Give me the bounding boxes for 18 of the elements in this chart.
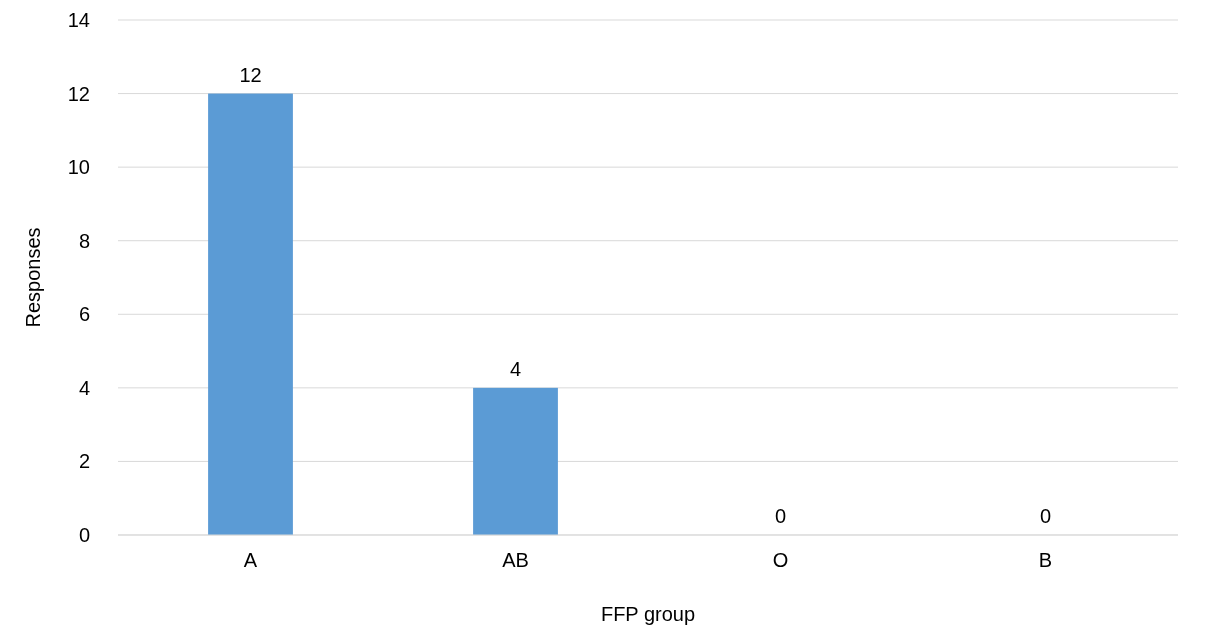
data-label: 12 [239, 63, 262, 86]
x-tick-label: A [243, 549, 258, 571]
x-tick-label: O [772, 549, 789, 571]
data-label: 0 [1039, 505, 1052, 527]
y-tick-label: 12 [67, 82, 90, 105]
y-tick-label: 2 [78, 450, 90, 473]
x-tick-label: B [1038, 549, 1053, 571]
x-tick-label: AB [502, 549, 529, 571]
y-tick-label: 0 [78, 524, 90, 546]
y-axis-title: Responses [22, 227, 44, 328]
y-tick-label: 4 [78, 376, 90, 399]
y-tick-label: 14 [67, 9, 90, 31]
data-label: 0 [774, 505, 787, 527]
data-label: 4 [509, 357, 522, 380]
y-tick-label: 8 [78, 229, 90, 252]
y-tick-label: 10 [67, 156, 90, 179]
x-axis-title: FFP group [600, 603, 696, 625]
y-tick-label: 6 [78, 303, 90, 326]
